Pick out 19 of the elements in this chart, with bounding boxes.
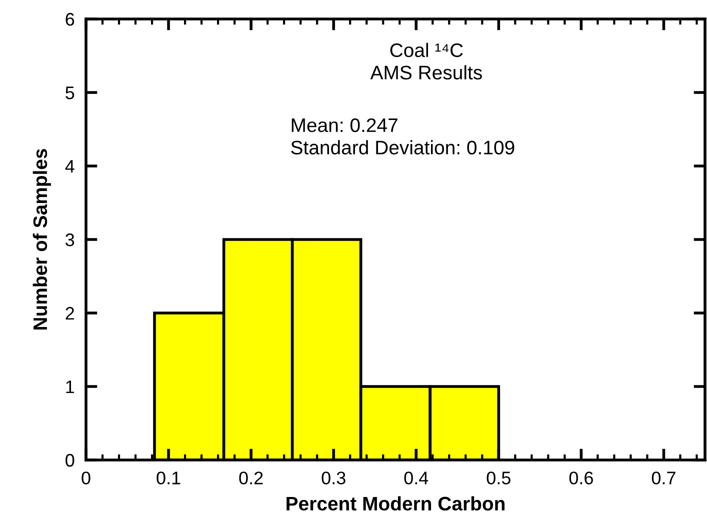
annotation: Coal ¹⁴C AMS Results	[370, 42, 482, 80]
x-tick-label: 0.6	[569, 472, 593, 484]
annotation: Mean: 0.247 Standard Deviation: 0.109	[291, 118, 514, 154]
x-axis-title: Percent Modern Carbon	[286, 496, 504, 511]
x-tick-label: 0.1	[156, 472, 180, 484]
x-tick-label: 0	[82, 472, 90, 484]
y-tick-label: 6	[66, 12, 74, 26]
x-tick-label: 0.3	[322, 472, 346, 484]
x-tick-label: 0.4	[404, 472, 428, 484]
x-tick-label: 0.7	[652, 472, 676, 484]
y-tick-label: 3	[66, 233, 74, 246]
y-axis-title: Number of Samples	[32, 148, 51, 330]
x-tick-label: 0.5	[486, 472, 510, 484]
y-tick-label: 5	[66, 86, 74, 100]
y-tick-label: 0	[66, 454, 74, 467]
y-tick-label: 4	[65, 160, 74, 173]
x-tick-label: 0.2	[239, 472, 263, 484]
y-tick-label: 1	[66, 380, 74, 394]
y-tick-label: 2	[66, 306, 74, 320]
